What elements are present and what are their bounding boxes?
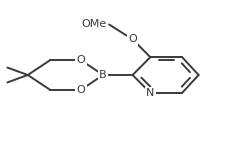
Text: O: O xyxy=(128,34,137,44)
Text: OMe: OMe xyxy=(82,20,107,29)
Text: N: N xyxy=(146,88,155,98)
Text: B: B xyxy=(99,70,107,80)
Text: O: O xyxy=(76,55,85,65)
Text: O: O xyxy=(76,85,85,95)
